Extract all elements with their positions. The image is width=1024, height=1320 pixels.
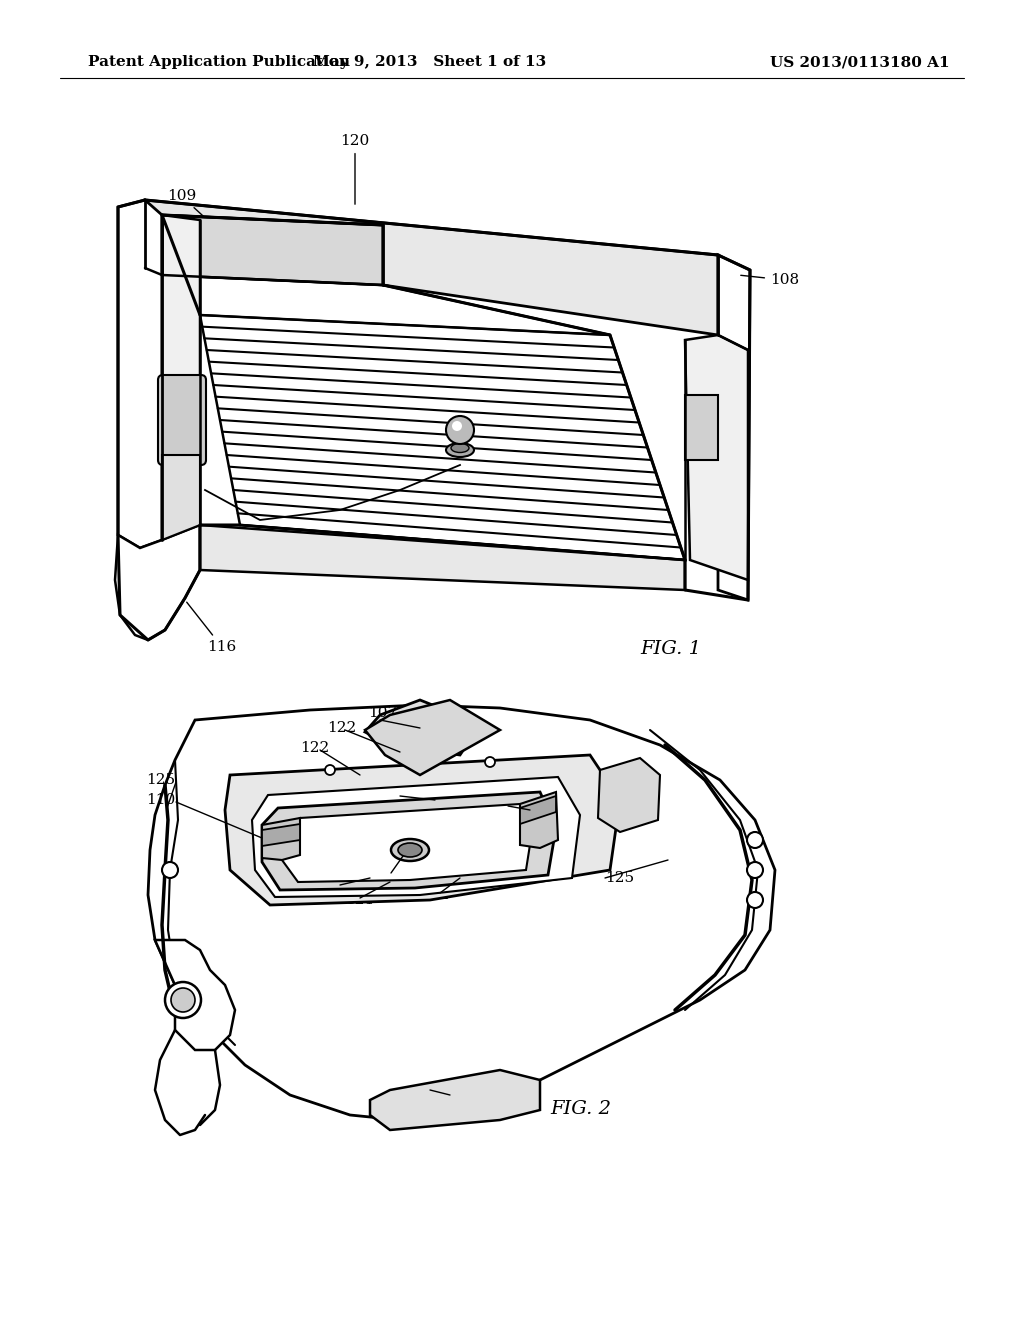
Text: 107: 107 <box>430 1082 459 1097</box>
Text: 122: 122 <box>300 741 330 755</box>
Polygon shape <box>685 395 718 459</box>
Polygon shape <box>148 705 775 1119</box>
Circle shape <box>452 421 462 432</box>
Polygon shape <box>225 755 620 906</box>
Text: 109: 109 <box>167 189 238 248</box>
Polygon shape <box>115 525 200 640</box>
Text: Patent Application Publication: Patent Application Publication <box>88 55 350 69</box>
Polygon shape <box>365 700 470 755</box>
Text: May 9, 2013   Sheet 1 of 13: May 9, 2013 Sheet 1 of 13 <box>313 55 547 69</box>
Text: 115: 115 <box>360 866 390 880</box>
FancyBboxPatch shape <box>158 375 206 465</box>
Circle shape <box>746 832 763 847</box>
Circle shape <box>746 862 763 878</box>
Text: 108: 108 <box>740 273 799 286</box>
Circle shape <box>485 756 495 767</box>
Polygon shape <box>370 1071 540 1130</box>
Text: 116: 116 <box>186 602 237 653</box>
Ellipse shape <box>391 840 429 861</box>
Polygon shape <box>262 792 556 890</box>
Text: US 2013/0113180 A1: US 2013/0113180 A1 <box>770 55 950 69</box>
Text: 125: 125 <box>145 774 175 787</box>
Polygon shape <box>200 525 685 590</box>
Polygon shape <box>145 201 718 335</box>
Polygon shape <box>282 804 532 882</box>
Circle shape <box>446 416 474 444</box>
Ellipse shape <box>398 843 422 857</box>
Polygon shape <box>520 792 558 847</box>
Polygon shape <box>262 824 300 846</box>
Polygon shape <box>162 215 200 540</box>
Text: FIG. 1: FIG. 1 <box>640 640 701 657</box>
Text: 122: 122 <box>495 796 524 810</box>
Text: 122: 122 <box>380 785 410 800</box>
Text: 125: 125 <box>605 871 634 884</box>
Ellipse shape <box>446 444 474 457</box>
Polygon shape <box>455 436 465 450</box>
Circle shape <box>162 862 178 878</box>
Text: 120: 120 <box>340 135 370 205</box>
Circle shape <box>746 892 763 908</box>
Polygon shape <box>685 335 748 579</box>
Text: 107: 107 <box>368 706 397 719</box>
Text: FIG. 2: FIG. 2 <box>550 1100 611 1118</box>
Text: 121: 121 <box>345 894 374 907</box>
Polygon shape <box>162 215 383 285</box>
Polygon shape <box>520 796 556 824</box>
Polygon shape <box>155 940 234 1049</box>
Circle shape <box>165 982 201 1018</box>
Polygon shape <box>200 315 685 560</box>
Polygon shape <box>365 700 500 775</box>
Polygon shape <box>252 777 580 898</box>
Polygon shape <box>718 255 750 601</box>
Polygon shape <box>262 818 300 861</box>
Text: 122: 122 <box>420 888 450 902</box>
Text: 110: 110 <box>145 793 175 807</box>
Polygon shape <box>598 758 660 832</box>
Text: 122: 122 <box>319 878 349 892</box>
Circle shape <box>171 987 195 1012</box>
Circle shape <box>325 766 335 775</box>
Polygon shape <box>162 455 200 540</box>
Ellipse shape <box>451 444 469 453</box>
Polygon shape <box>118 201 162 548</box>
Text: 122: 122 <box>327 721 356 735</box>
